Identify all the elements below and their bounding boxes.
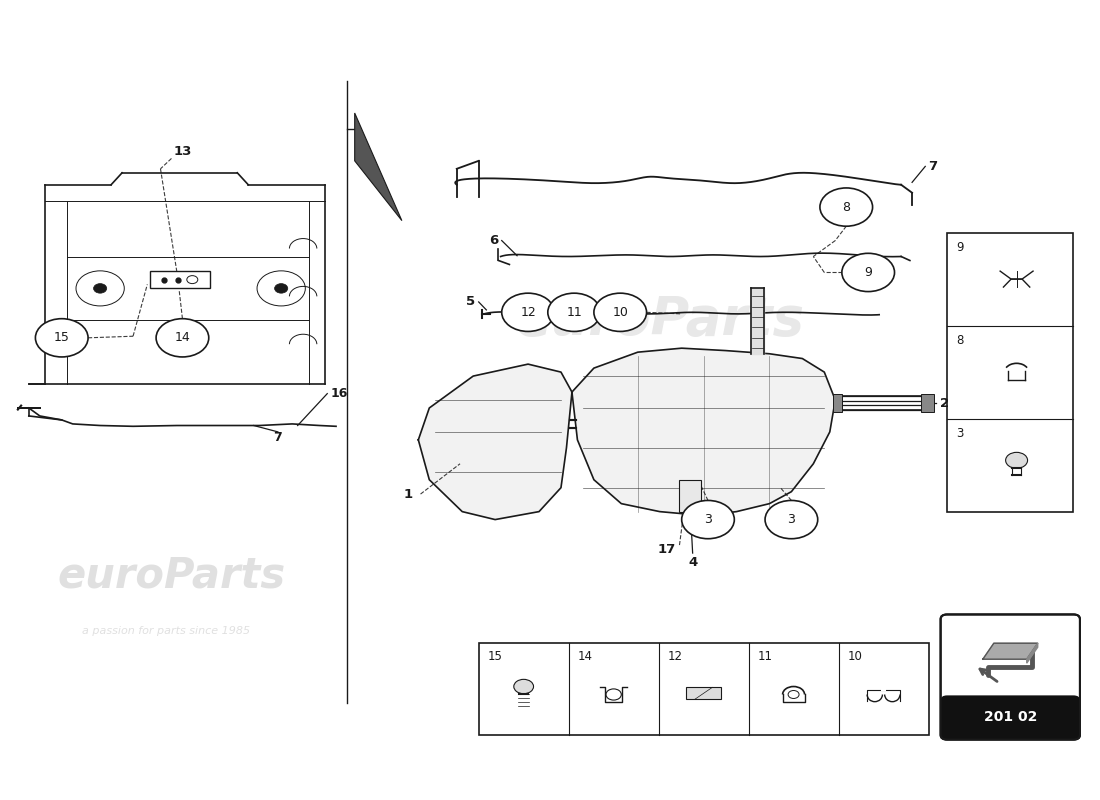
Circle shape — [682, 501, 735, 538]
Polygon shape — [354, 113, 402, 221]
Text: 11: 11 — [758, 650, 772, 662]
Text: 1: 1 — [404, 487, 412, 501]
Text: 9: 9 — [956, 241, 964, 254]
Text: 6: 6 — [490, 234, 498, 247]
Bar — [947, 233, 1074, 512]
Circle shape — [514, 679, 534, 694]
Polygon shape — [751, 288, 764, 354]
Text: 14: 14 — [175, 331, 190, 344]
Circle shape — [548, 293, 601, 331]
Bar — [150, 271, 210, 288]
Bar — [921, 394, 934, 412]
Circle shape — [820, 188, 872, 226]
Text: euroParts: euroParts — [515, 294, 804, 346]
Text: 16: 16 — [331, 387, 348, 400]
Bar — [680, 480, 702, 512]
Circle shape — [35, 318, 88, 357]
Polygon shape — [1026, 643, 1037, 663]
Polygon shape — [418, 364, 572, 519]
Text: 17: 17 — [658, 542, 676, 555]
Text: 10: 10 — [847, 650, 862, 662]
Polygon shape — [983, 643, 1037, 659]
Text: 15: 15 — [54, 331, 69, 344]
Text: 8: 8 — [843, 201, 850, 214]
Circle shape — [594, 293, 647, 331]
Circle shape — [156, 318, 209, 357]
Text: 12: 12 — [668, 650, 682, 662]
Text: a passion for parts since 1985: a passion for parts since 1985 — [543, 394, 733, 406]
Text: 3: 3 — [704, 513, 712, 526]
Text: 3: 3 — [788, 513, 795, 526]
Circle shape — [1005, 452, 1027, 468]
Circle shape — [766, 501, 817, 538]
Text: 13: 13 — [173, 145, 191, 158]
Circle shape — [275, 284, 288, 293]
Text: 11: 11 — [566, 306, 582, 319]
Bar — [686, 687, 722, 699]
Text: 12: 12 — [520, 306, 536, 319]
FancyBboxPatch shape — [940, 695, 1080, 740]
Text: 8: 8 — [956, 334, 964, 346]
Text: 2: 2 — [939, 397, 948, 410]
Bar — [833, 394, 842, 412]
Text: 4: 4 — [688, 556, 697, 569]
Circle shape — [94, 284, 107, 293]
Text: 7: 7 — [274, 431, 283, 444]
Text: 5: 5 — [466, 295, 475, 309]
Text: 3: 3 — [956, 426, 964, 439]
Circle shape — [502, 293, 554, 331]
Text: 9: 9 — [865, 266, 872, 279]
Bar — [478, 643, 928, 735]
Text: 10: 10 — [613, 306, 628, 319]
Bar — [947, 700, 1074, 725]
Text: 7: 7 — [928, 160, 937, 173]
Text: 201 02: 201 02 — [983, 710, 1037, 725]
Text: euroParts: euroParts — [57, 554, 286, 596]
Text: a passion for parts since 1985: a passion for parts since 1985 — [81, 626, 250, 636]
Polygon shape — [572, 348, 835, 515]
Text: 14: 14 — [578, 650, 593, 662]
Circle shape — [842, 254, 894, 291]
Text: 15: 15 — [487, 650, 503, 662]
FancyBboxPatch shape — [940, 614, 1080, 740]
